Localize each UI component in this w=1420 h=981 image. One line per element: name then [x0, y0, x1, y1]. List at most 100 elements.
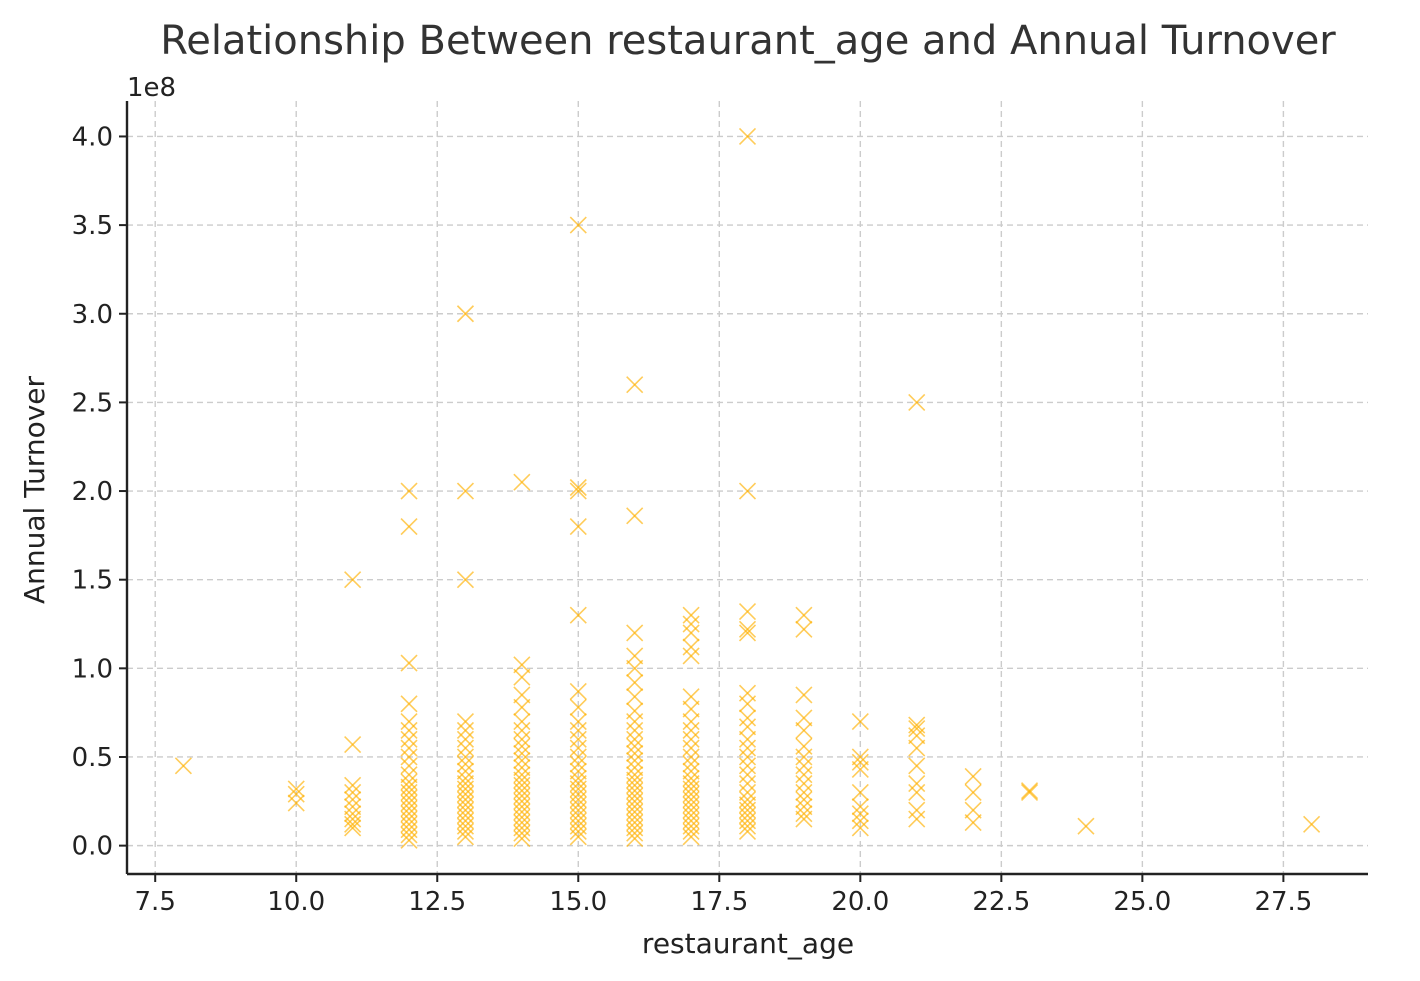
data-point-x-marker	[738, 775, 757, 793]
data-point-x-marker	[682, 762, 700, 780]
data-point-x-marker	[344, 783, 362, 802]
data-point-x-marker	[344, 790, 362, 809]
data-point-x-marker	[795, 721, 813, 739]
y-tick-label: 0.0	[72, 832, 113, 862]
data-point-x-marker	[626, 673, 644, 692]
data-point-x-marker	[1077, 817, 1095, 835]
data-point-x-marker	[1020, 782, 1039, 800]
data-point-x-marker	[626, 759, 644, 777]
data-point-x-marker	[908, 739, 926, 757]
data-point-x-marker	[569, 775, 587, 793]
data-point-x-marker	[456, 748, 475, 766]
data-point-x-marker	[626, 659, 644, 677]
data-point-x-marker	[795, 620, 813, 638]
data-point-x-marker	[626, 730, 644, 748]
data-point-x-marker	[400, 654, 418, 672]
data-point-x-marker	[682, 700, 700, 718]
data-point-x-marker	[682, 624, 700, 642]
data-point-x-marker	[513, 737, 531, 755]
x-axis-label: restaurant_age	[642, 927, 854, 960]
data-point-x-marker	[851, 712, 869, 731]
data-point-x-marker	[738, 783, 757, 802]
data-point-x-marker	[682, 739, 700, 757]
data-point-x-marker	[682, 638, 700, 656]
y-tick-label: 3.0	[72, 300, 113, 330]
data-point-x-marker	[400, 517, 418, 536]
data-point-x-marker	[795, 805, 813, 823]
data-point-x-marker	[738, 730, 757, 748]
data-point-x-marker	[513, 686, 531, 704]
data-point-x-marker	[908, 716, 926, 734]
data-point-x-marker	[344, 776, 362, 794]
data-point-x-marker	[851, 783, 869, 802]
x-ticks: 7.5 10.0 12.5 15.0 17.5 20.0 22.5 25.0 27.5	[135, 874, 1312, 917]
data-point-x-marker	[738, 790, 757, 809]
data-point-x-marker	[795, 686, 813, 704]
data-point-x-marker	[795, 810, 813, 828]
data-point-x-marker	[908, 801, 926, 819]
data-point-x-marker	[400, 748, 418, 766]
data-point-x-marker	[795, 790, 813, 809]
data-point-x-marker	[851, 812, 869, 830]
data-point-x-marker	[569, 730, 587, 748]
data-point-x-marker	[795, 766, 813, 784]
x-tick-label: 25.0	[1113, 887, 1171, 917]
data-point-x-marker	[400, 721, 418, 739]
data-point-x-marker	[851, 798, 869, 816]
data-point-x-marker	[287, 794, 305, 812]
data-point-x-marker	[344, 571, 362, 589]
data-point-x-marker	[738, 718, 757, 736]
data-point-x-marker	[964, 783, 982, 802]
data-point-x-marker	[344, 805, 362, 823]
data-point-x-marker	[626, 507, 644, 525]
data-point-x-marker	[513, 751, 531, 770]
data-point-x-marker	[908, 757, 926, 775]
data-point-x-marker	[626, 766, 644, 784]
data-point-x-marker	[908, 775, 926, 793]
axes	[125, 101, 1368, 876]
data-point-x-marker	[682, 721, 700, 739]
data-point-x-marker	[174, 757, 192, 775]
data-point-x-marker	[456, 571, 475, 589]
data-point-x-marker	[851, 753, 869, 771]
data-point-x-marker	[456, 721, 475, 739]
data-point-x-marker	[569, 762, 587, 780]
data-point-x-marker	[1303, 815, 1321, 833]
data-point-x-marker	[456, 712, 475, 731]
data-point-x-marker	[513, 730, 531, 748]
data-point-x-marker	[738, 757, 757, 775]
data-point-x-marker	[908, 783, 926, 802]
data-point-x-marker	[851, 805, 869, 823]
y-ticks: 0.0 0.5 1.0 1.5 2.0 2.5 3.0 3.5 4.0	[72, 122, 127, 862]
data-point-x-marker	[344, 798, 362, 816]
data-point-x-marker	[513, 721, 531, 739]
data-points	[174, 127, 1321, 849]
data-point-x-marker	[513, 759, 531, 777]
data-point-x-marker	[964, 814, 982, 832]
data-point-x-marker	[682, 606, 700, 624]
data-point-x-marker	[682, 748, 700, 766]
data-point-x-marker	[456, 762, 475, 780]
data-point-x-marker	[908, 810, 926, 828]
y-tick-label: 2.0	[72, 477, 113, 507]
x-tick-label: 7.5	[135, 887, 176, 917]
data-point-x-marker	[795, 783, 813, 802]
data-point-x-marker	[344, 810, 362, 828]
data-point-x-marker	[682, 755, 700, 773]
y-tick-label: 2.5	[72, 388, 113, 418]
data-point-x-marker	[738, 796, 757, 814]
data-point-x-marker	[513, 712, 531, 731]
data-point-x-marker	[400, 778, 418, 796]
data-point-x-marker	[456, 482, 475, 500]
data-point-x-marker	[400, 712, 418, 731]
y-tick-label: 4.0	[72, 122, 113, 152]
data-point-x-marker	[513, 656, 531, 674]
data-point-x-marker	[738, 684, 757, 702]
data-point-x-marker	[569, 739, 587, 757]
x-tick-label: 22.5	[972, 887, 1030, 917]
data-point-x-marker	[738, 482, 757, 500]
x-tick-label: 12.5	[408, 887, 466, 917]
data-point-x-marker	[400, 730, 418, 748]
data-point-x-marker	[569, 482, 587, 500]
data-point-x-marker	[626, 688, 644, 706]
